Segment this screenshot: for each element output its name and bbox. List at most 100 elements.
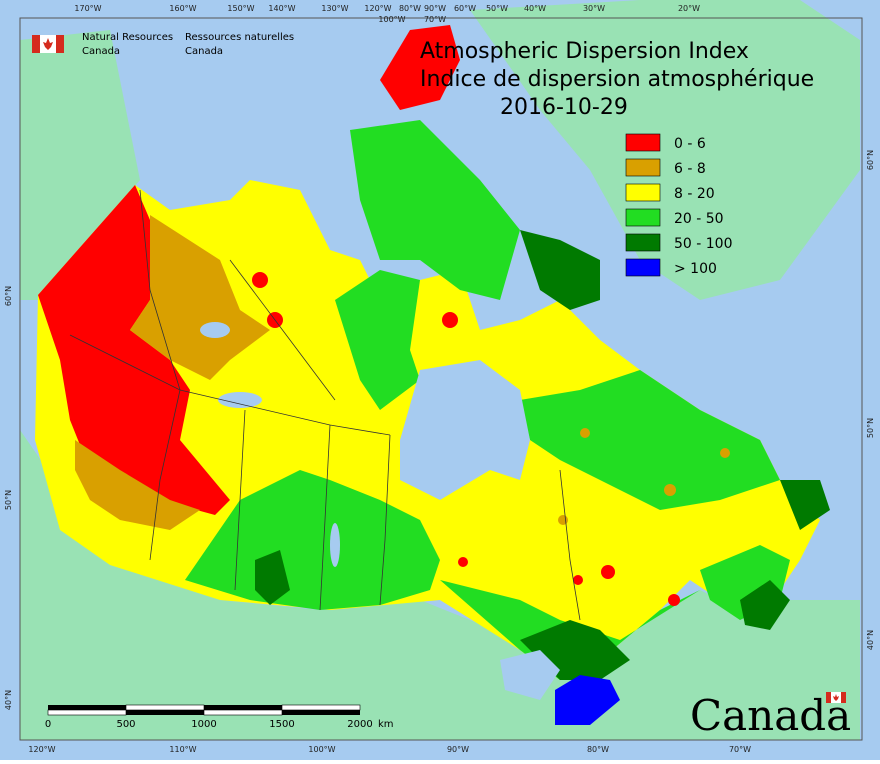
tick-left-2: 40°N: [4, 690, 13, 710]
flag-right-bar: [56, 35, 64, 53]
great-slave-lake: [218, 392, 262, 408]
tick-bottom-2: 100°W: [308, 745, 335, 754]
graticule-bottom: 120°W 110°W 100°W 90°W 80°W 70°W: [28, 745, 751, 754]
legend-label-5: > 100: [674, 261, 717, 277]
region-red-spot-6: [458, 557, 468, 567]
scale-unit: km: [378, 719, 394, 730]
scale-seg-3: [281, 704, 361, 711]
lakes: [200, 322, 560, 700]
org-fr-line2: Canada: [185, 46, 223, 57]
org-en-line2: Canada: [82, 46, 120, 57]
legend-label-2: 8 - 20: [674, 186, 715, 202]
tick-bottom-1: 110°W: [169, 745, 196, 754]
tick-bottom-5: 70°W: [729, 745, 751, 754]
maple-leaf-icon: [43, 38, 53, 50]
flag-left-bar: [32, 35, 40, 53]
scale-seg-3b: [282, 710, 360, 715]
tick-top-4: 130°W: [321, 4, 348, 13]
scale-seg-1b: [126, 710, 204, 715]
scale-label-3: 1500: [269, 719, 294, 730]
boundary-alberta-sask: [234, 409, 246, 591]
org-en-line1: Natural Resources: [82, 32, 173, 43]
legend-label-0: 0 - 6: [674, 136, 706, 152]
region-red-west: [38, 185, 230, 515]
boundary-manitoba-ontario: [379, 434, 391, 606]
scale-label-1: 500: [116, 719, 135, 730]
scale-label-0: 0: [45, 719, 51, 730]
region-darkgreen-labrador: [780, 480, 830, 530]
lake-winnipeg: [330, 523, 340, 567]
scale-seg-2: [204, 705, 282, 710]
tick-right-1: 50°N: [866, 418, 875, 438]
region-green-north-islands: [350, 120, 520, 300]
canada-index-regions: [35, 25, 830, 725]
region-darkgreen-prairie-spot: [255, 550, 290, 605]
legend-label-1: 6 - 8: [674, 161, 706, 177]
great-lakes: [500, 650, 560, 700]
wordmark-flag-right: [841, 692, 846, 703]
wordmark-maple-leaf-icon: [833, 694, 839, 701]
usa: [20, 430, 860, 740]
tick-top-13: 30°W: [583, 4, 605, 13]
legend-swatch-4: [625, 233, 661, 252]
legend-swatch-5: [625, 258, 661, 277]
tick-bottom-3: 90°W: [447, 745, 469, 754]
tick-bottom-0: 120°W: [28, 745, 55, 754]
tick-left-1: 50°N: [4, 490, 13, 510]
legend-label-3: 20 - 50: [674, 211, 724, 227]
org-fr-line1: Ressources naturelles: [185, 32, 294, 43]
legend-label-4: 50 - 100: [674, 236, 733, 252]
region-red-spot-7: [668, 594, 680, 606]
region-darkgreen-nfld: [740, 580, 790, 630]
tick-right-0: 60°N: [866, 150, 875, 170]
graticule-left: 60°N 50°N 40°N: [4, 286, 13, 710]
boundary-sask-manitoba: [319, 424, 331, 611]
region-green-prairies: [185, 470, 440, 610]
region-red-spot-5: [573, 575, 583, 585]
title-date: 2016-10-29: [500, 95, 628, 120]
wordmark-text: Canada: [690, 691, 851, 740]
title-fr: Indice de dispersion atmosphérique: [420, 67, 814, 92]
boundary-ontario-quebec: [559, 469, 581, 621]
graticule-right: 60°N 50°N 40°N: [866, 150, 875, 650]
map-title: Atmospheric Dispersion Index Indice de d…: [420, 39, 814, 120]
region-red-spot-4: [601, 565, 615, 579]
scale-seg-0b: [47, 709, 127, 716]
region-orange-southwest: [75, 440, 200, 530]
greenland: [470, 0, 860, 300]
map-frame: [19, 17, 863, 741]
scale-seg-2b: [203, 709, 283, 716]
tick-top-14: 20°W: [678, 4, 700, 13]
tick-top-12: 40°W: [524, 4, 546, 13]
scale-seg-1: [125, 704, 205, 711]
region-green-hudson-west: [335, 270, 420, 410]
scale-bar: 0 500 1000 1500 2000 km: [45, 704, 394, 730]
region-darkgreen-baffin: [520, 230, 600, 310]
hudson-bay: [400, 360, 530, 500]
legend-swatch-2: [625, 183, 661, 202]
region-orange-spot-2: [580, 428, 590, 438]
tick-top-11: 50°W: [486, 4, 508, 13]
boundary-yukon-nwt: [139, 189, 181, 391]
legend-swatch-3: [625, 208, 661, 227]
region-red-spot-1: [442, 312, 458, 328]
wordmark-flag-left: [826, 692, 831, 703]
tick-top-8: 80°W: [399, 4, 421, 13]
boundary-bc-alberta: [149, 389, 181, 561]
region-orange-spot-4: [664, 484, 676, 496]
tick-top-6: 100°W: [378, 15, 405, 24]
legend-swatch-1: [625, 158, 661, 177]
non-canada-land: [20, 0, 860, 740]
region-red-north: [380, 25, 460, 110]
graticule-top: 170°W 160°W 150°W 140°W 130°W 120°W 100°…: [74, 4, 700, 24]
tick-top-5: 120°W: [364, 4, 391, 13]
legend: 0 - 6 6 - 8 8 - 20 20 - 50 50 - 100 > 100: [625, 133, 733, 277]
region-orange-spot-1: [558, 515, 568, 525]
scale-label-2: 1000: [191, 719, 216, 730]
region-red-spot-2: [252, 272, 268, 288]
tick-top-7: 90°W: [424, 4, 446, 13]
canada-wordmark: Canada: [690, 691, 851, 740]
tick-top-10: 60°W: [454, 4, 476, 13]
region-blue: [555, 675, 620, 725]
